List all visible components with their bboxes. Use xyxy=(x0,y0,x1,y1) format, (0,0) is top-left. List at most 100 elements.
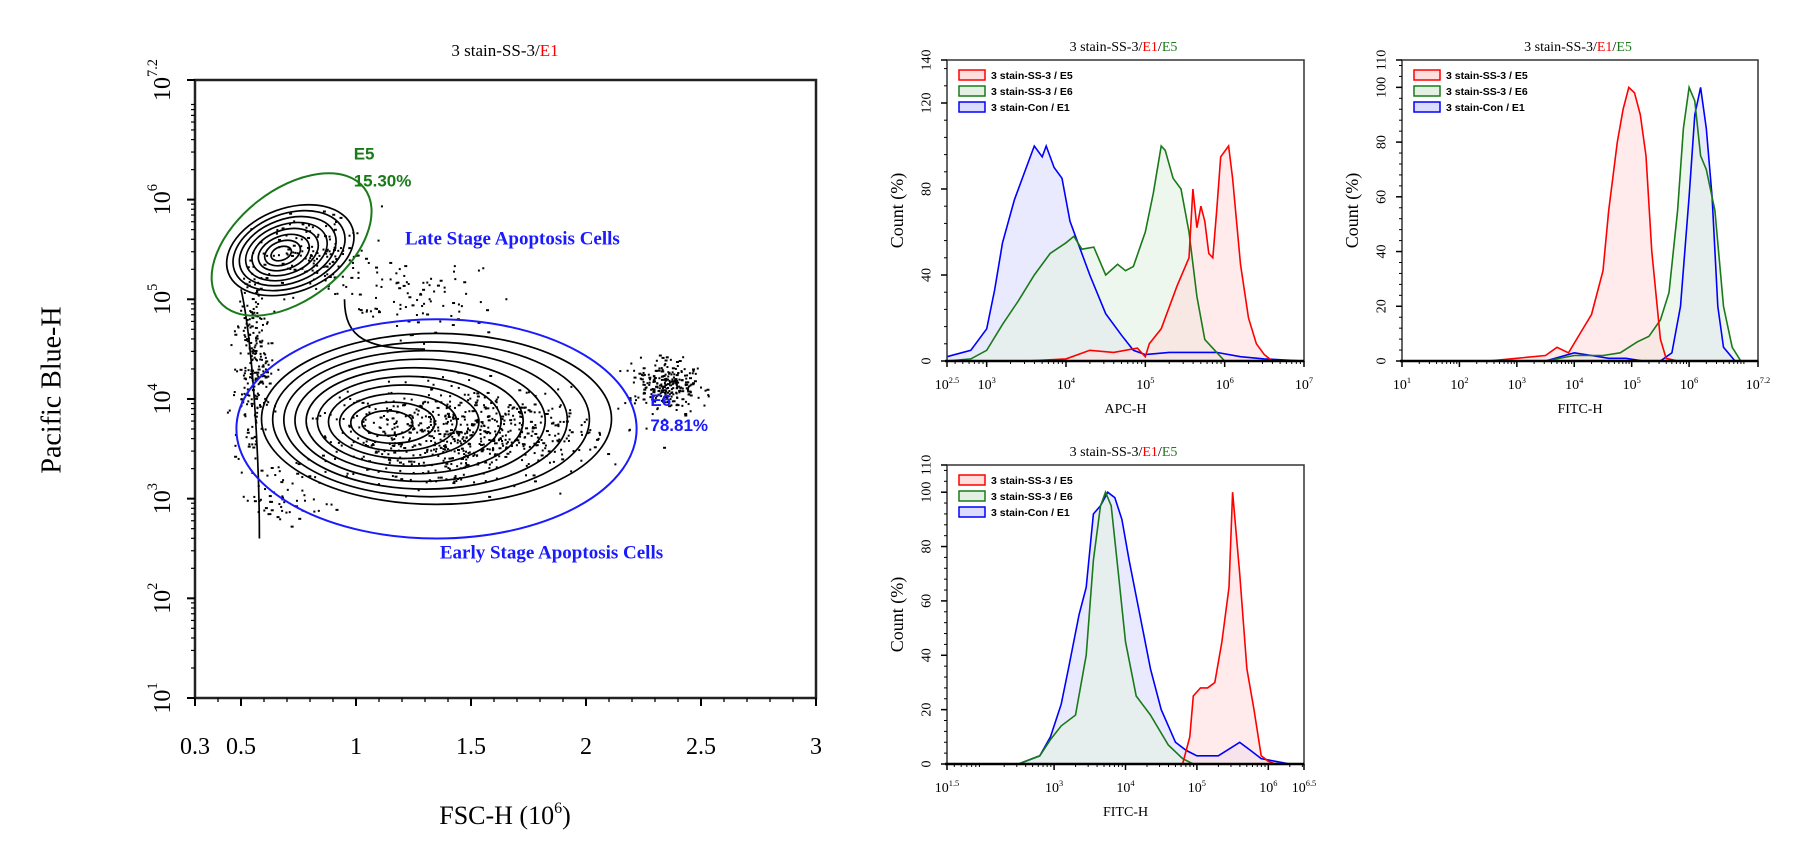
event-dot xyxy=(379,427,382,430)
event-dot xyxy=(540,439,543,442)
event-dot xyxy=(473,409,476,412)
event-dot xyxy=(557,423,560,426)
event-dot xyxy=(387,458,391,461)
event-dot xyxy=(365,309,368,312)
event-dot xyxy=(453,480,456,483)
event-dot xyxy=(335,450,338,453)
event-dot xyxy=(386,407,389,410)
event-dot xyxy=(406,292,409,295)
event-dot xyxy=(654,364,657,367)
event-dot xyxy=(660,367,663,370)
event-dot xyxy=(390,447,393,450)
event-dot xyxy=(677,372,680,375)
event-dot xyxy=(451,435,454,438)
event-dot xyxy=(670,373,673,376)
event-dot xyxy=(261,339,264,342)
event-dot xyxy=(253,311,256,314)
event-dot xyxy=(619,370,622,373)
event-dot xyxy=(486,447,489,450)
event-dot xyxy=(260,469,264,472)
event-dot xyxy=(301,476,304,479)
event-dot xyxy=(536,436,539,439)
event-dot xyxy=(256,334,259,337)
y-tick-label-base: 10 xyxy=(150,391,176,415)
event-dot xyxy=(665,390,668,393)
event-dot xyxy=(479,437,482,440)
event-dot xyxy=(676,396,679,399)
event-dot xyxy=(430,440,433,443)
x-axis-label-suffix: ) xyxy=(562,801,571,830)
event-dot xyxy=(506,441,509,444)
event-dot xyxy=(261,375,264,378)
event-dot xyxy=(655,395,658,398)
event-dot xyxy=(635,399,638,402)
event-dot xyxy=(500,427,503,430)
event-dot xyxy=(642,383,645,386)
event-dot xyxy=(509,429,512,432)
event-dot xyxy=(249,362,252,365)
event-dot xyxy=(663,386,666,389)
event-dot xyxy=(693,380,697,383)
event-dot xyxy=(557,388,560,391)
contour-line xyxy=(361,409,414,437)
event-dot xyxy=(467,428,470,431)
event-dot xyxy=(329,441,332,444)
event-dot xyxy=(396,425,399,428)
event-dot xyxy=(509,419,513,422)
legend-label: 3 stain-Con / E1 xyxy=(991,102,1070,114)
event-dot xyxy=(324,470,327,473)
event-dot xyxy=(479,301,482,304)
event-dot xyxy=(233,391,236,394)
event-dot xyxy=(398,287,402,290)
event-dot xyxy=(257,302,260,305)
event-dot xyxy=(306,246,309,249)
event-dot xyxy=(451,423,454,426)
event-dot xyxy=(504,438,507,441)
event-dot xyxy=(328,262,331,265)
event-dot xyxy=(337,249,340,252)
event-dot xyxy=(265,385,268,388)
x-axis-label-exp: 6 xyxy=(554,800,562,817)
x-tick-label-exp: 2 xyxy=(1464,376,1468,385)
event-dot xyxy=(473,481,476,484)
chart-title: 3 stain-SS-3/E1/E5 xyxy=(1070,445,1178,460)
event-dot xyxy=(662,398,665,401)
event-dot xyxy=(580,430,583,433)
event-dot xyxy=(265,360,269,363)
event-dot xyxy=(254,378,257,381)
event-dot xyxy=(345,475,348,478)
event-dot xyxy=(396,313,399,316)
event-dot xyxy=(254,326,258,329)
event-dot xyxy=(418,443,421,446)
event-dot xyxy=(519,435,522,438)
event-dot xyxy=(650,393,653,396)
event-dot xyxy=(467,399,470,402)
event-dot xyxy=(309,282,312,285)
event-dot xyxy=(467,393,470,396)
event-dot xyxy=(396,405,399,408)
event-dot xyxy=(302,223,305,226)
event-dot xyxy=(490,402,493,405)
event-dot xyxy=(505,442,508,445)
event-dot xyxy=(334,293,337,296)
event-dot xyxy=(470,434,473,437)
event-dot xyxy=(246,304,249,307)
event-dot xyxy=(328,250,331,253)
event-dot xyxy=(495,466,498,469)
title-highlight: E1 xyxy=(540,41,559,60)
event-dot xyxy=(668,405,672,408)
event-dot xyxy=(348,424,351,427)
event-dot xyxy=(453,440,456,443)
event-dot xyxy=(255,337,259,340)
event-dot xyxy=(256,312,259,315)
title-highlight: E1 xyxy=(1142,445,1158,460)
event-dot xyxy=(452,438,456,441)
event-dot xyxy=(482,267,485,270)
event-dot xyxy=(553,450,556,453)
event-dot xyxy=(486,430,490,433)
event-dot xyxy=(676,385,679,388)
event-dot xyxy=(452,413,455,416)
event-dot xyxy=(252,352,255,355)
event-dot xyxy=(491,449,494,452)
event-dot xyxy=(497,439,500,442)
